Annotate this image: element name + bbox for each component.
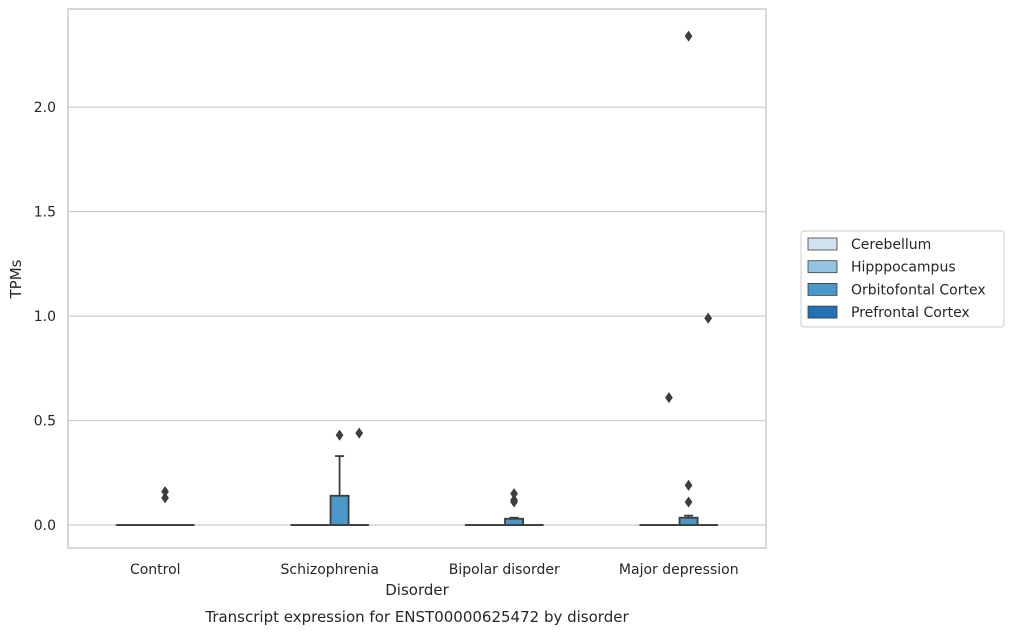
chart-caption: Transcript expression for ENST0000062547… <box>204 608 629 626</box>
data-marks <box>115 30 719 526</box>
legend-label: Prefrontal Cortex <box>851 305 970 321</box>
x-tick-label: Bipolar disorder <box>449 562 560 578</box>
legend-label: Orbitofontal Cortex <box>851 282 986 298</box>
box-group <box>155 486 175 526</box>
box <box>678 516 699 526</box>
legend-label: Hipppocampus <box>851 260 956 276</box>
box-group <box>678 30 699 526</box>
x-tick-label: Schizophrenia <box>281 562 379 578</box>
gridlines <box>68 106 766 526</box>
outlier-point <box>510 494 518 506</box>
outlier-point <box>355 427 364 439</box>
y-axis-title: TPMs <box>7 259 25 299</box>
outlier-point <box>684 479 693 491</box>
x-tick-label: Major depression <box>619 562 739 578</box>
box <box>504 517 524 526</box>
legend-swatch <box>807 237 838 251</box>
box-group <box>349 427 370 526</box>
legend-frame <box>800 230 1005 328</box>
x-axis-title: Disorder <box>385 581 449 599</box>
outlier-point <box>510 488 518 500</box>
outlier-point <box>704 312 713 324</box>
y-tick-label: 1.0 <box>34 309 56 325</box>
outlier-point <box>335 429 344 441</box>
x-tick-label: Control <box>130 562 181 578</box>
x-axis-tick-labels: Control Schizophrenia Bipolar disorder Majo… <box>130 562 739 578</box>
outlier-point <box>161 492 169 504</box>
y-tick-label: 2.0 <box>34 100 56 116</box>
legend-label: Cerebellum <box>851 237 931 253</box>
box-group <box>659 392 679 526</box>
outlier-point <box>684 30 693 42</box>
box <box>329 494 350 526</box>
box-group <box>698 312 719 526</box>
legend: Cerebellum Hipppocampus Orbitofontal Corte… <box>800 230 1005 328</box>
y-tick-label: 1.5 <box>34 205 56 221</box>
outlier-point <box>161 486 169 498</box>
y-tick-label: 0.0 <box>34 518 56 534</box>
outlier-point <box>665 392 673 404</box>
y-axis-tick-labels: 0.0 0.5 1.0 1.5 2.0 <box>34 100 56 534</box>
box-group <box>504 488 524 526</box>
y-tick-label: 0.5 <box>34 414 56 430</box>
outlier-point <box>684 496 693 508</box>
plot-area-frame <box>67 8 767 549</box>
legend-swatch <box>807 282 838 296</box>
legend-swatch <box>807 305 838 319</box>
box-group <box>329 429 350 526</box>
legend-swatch <box>807 260 838 274</box>
